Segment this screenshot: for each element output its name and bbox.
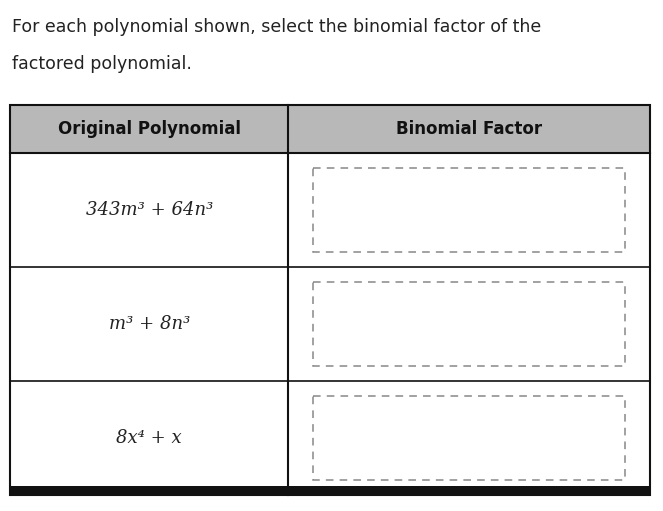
Text: Original Polynomial: Original Polynomial xyxy=(58,120,241,138)
Bar xyxy=(10,105,650,495)
Bar xyxy=(10,486,288,495)
Text: For each polynomial shown, select the binomial factor of the: For each polynomial shown, select the bi… xyxy=(12,18,541,36)
Text: 343m³ + 64n³: 343m³ + 64n³ xyxy=(86,201,213,219)
Bar xyxy=(314,168,625,252)
Text: 8x⁴ + x: 8x⁴ + x xyxy=(117,429,182,447)
Bar xyxy=(288,486,650,495)
Text: Binomial Factor: Binomial Factor xyxy=(396,120,542,138)
Text: factored polynomial.: factored polynomial. xyxy=(12,55,192,73)
Bar xyxy=(314,396,625,480)
Text: m³ + 8n³: m³ + 8n³ xyxy=(109,315,190,333)
Bar xyxy=(314,282,625,366)
Bar xyxy=(10,105,650,153)
